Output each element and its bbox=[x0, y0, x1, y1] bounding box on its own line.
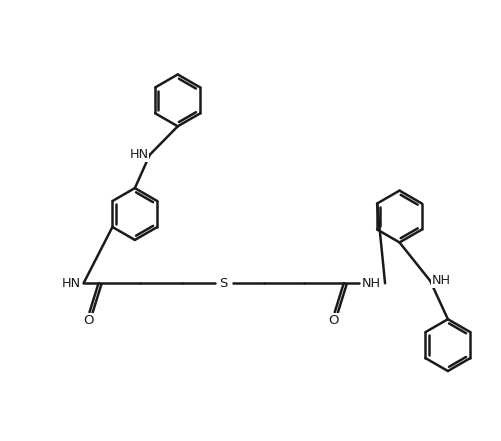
Text: O: O bbox=[329, 314, 339, 327]
Text: NH: NH bbox=[362, 277, 381, 290]
Text: HN: HN bbox=[62, 277, 81, 290]
Text: O: O bbox=[83, 314, 94, 327]
Text: NH: NH bbox=[431, 274, 451, 287]
Text: S: S bbox=[219, 277, 228, 290]
Text: HN: HN bbox=[129, 148, 148, 161]
